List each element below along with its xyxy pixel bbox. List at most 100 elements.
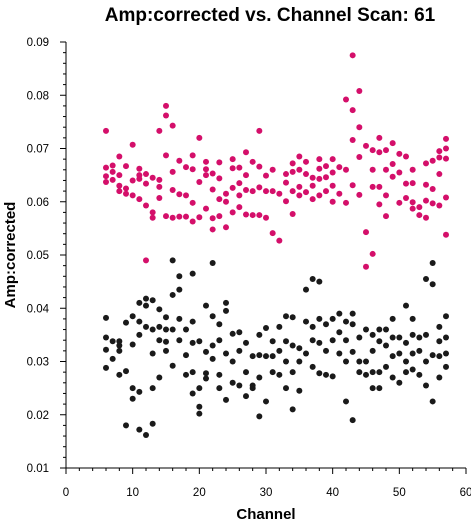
data-point: [389, 315, 396, 322]
data-point: [403, 302, 409, 309]
data-point: [443, 145, 449, 152]
data-point: [143, 295, 149, 302]
data-point: [136, 299, 143, 306]
data-point: [116, 172, 123, 179]
data-point: [236, 329, 243, 336]
data-point: [263, 398, 269, 405]
data-point: [163, 102, 169, 109]
data-point: [429, 259, 436, 266]
data-point: [229, 184, 236, 191]
data-point: [203, 375, 209, 382]
data-point: [323, 163, 329, 170]
data-point: [309, 196, 316, 203]
data-point: [363, 326, 369, 333]
data-point: [116, 188, 123, 195]
data-point: [123, 422, 129, 429]
data-point: [396, 334, 403, 341]
data-point: [309, 182, 316, 189]
data-point: [409, 180, 416, 187]
data-point: [329, 337, 336, 344]
data-point: [336, 329, 343, 336]
data-point: [289, 406, 296, 413]
data-point: [149, 209, 156, 216]
data-point: [276, 237, 283, 244]
data-point: [196, 214, 203, 221]
data-point: [329, 198, 336, 205]
data-point: [309, 323, 316, 330]
data-point: [209, 313, 216, 320]
data-point: [316, 315, 323, 322]
data-point: [369, 369, 376, 376]
data-point: [289, 210, 296, 217]
data-point: [349, 107, 356, 114]
data-point: [376, 201, 383, 208]
data-point: [256, 127, 263, 134]
data-point: [103, 173, 109, 180]
data-point: [369, 166, 376, 173]
data-point: [383, 326, 389, 333]
data-point: [409, 366, 416, 373]
data-point: [189, 270, 196, 277]
data-point: [149, 420, 156, 427]
data-point: [223, 224, 229, 231]
data-point: [376, 385, 383, 392]
data-point: [209, 215, 216, 222]
data-point: [149, 350, 156, 357]
data-point: [383, 342, 389, 349]
x-tick-label: 30: [260, 487, 273, 499]
data-point: [143, 171, 149, 178]
y-tick-label: 0.03: [27, 357, 49, 369]
data-point: [163, 112, 169, 119]
data-point: [403, 339, 409, 346]
data-point: [443, 313, 449, 320]
data-point: [276, 371, 283, 378]
data-point: [389, 173, 396, 180]
data-point: [103, 179, 109, 186]
data-point: [409, 205, 416, 212]
data-point: [116, 182, 123, 189]
data-point: [323, 188, 329, 195]
data-point: [369, 331, 376, 338]
data-point: [256, 374, 263, 381]
data-point: [156, 183, 163, 190]
chart-title: Amp:corrected vs. Channel Scan: 61: [105, 5, 436, 26]
data-point: [156, 337, 163, 344]
data-point: [109, 176, 116, 183]
data-point: [309, 174, 316, 181]
data-point: [256, 331, 263, 338]
data-point: [356, 369, 363, 376]
data-point: [149, 385, 156, 392]
data-point: [283, 385, 289, 392]
data-point: [296, 345, 303, 352]
data-point: [443, 155, 449, 162]
data-point: [383, 192, 389, 199]
data-point: [169, 187, 176, 194]
data-point: [203, 166, 209, 173]
data-point: [323, 371, 329, 378]
data-point: [323, 321, 329, 328]
x-axis-ticks: 0 10 20 30 40 50 60: [63, 468, 471, 499]
data-point: [316, 370, 323, 377]
data-point: [343, 318, 349, 325]
x-tick-label: 40: [326, 487, 339, 499]
data-point: [189, 369, 196, 376]
data-point: [196, 134, 203, 141]
data-point: [169, 168, 176, 175]
data-point: [436, 202, 443, 209]
data-point: [263, 214, 269, 221]
data-point: [236, 347, 243, 354]
data-point: [316, 278, 323, 285]
data-point: [163, 314, 169, 321]
data-point: [209, 226, 216, 233]
data-point: [369, 183, 376, 190]
data-point: [163, 213, 169, 220]
data-point: [403, 180, 409, 187]
data-point: [409, 166, 416, 173]
data-point: [229, 209, 236, 216]
data-point: [343, 398, 349, 405]
data-point: [269, 338, 276, 345]
data-point: [209, 170, 216, 177]
data-point: [376, 134, 383, 141]
data-point: [409, 350, 416, 357]
